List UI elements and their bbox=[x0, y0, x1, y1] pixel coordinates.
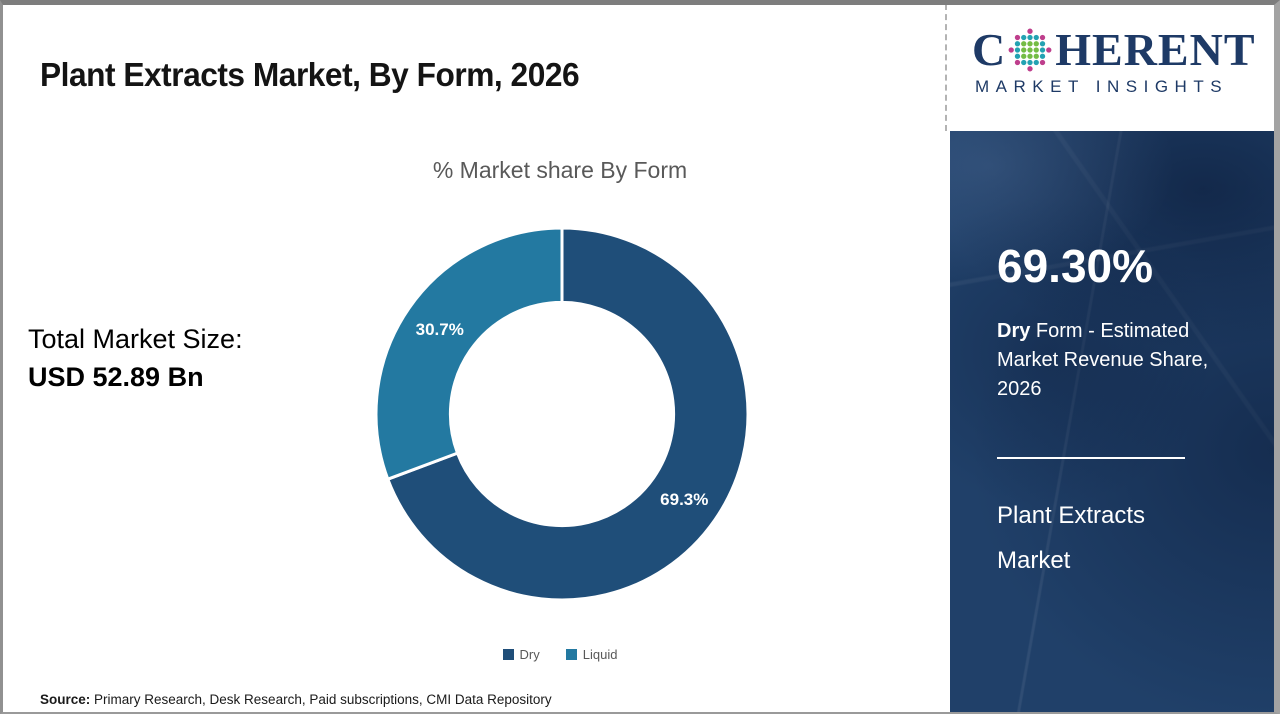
logo-wordmark: C HERENT bbox=[972, 26, 1256, 74]
logo-separator-dashed-line bbox=[945, 4, 947, 131]
donut-segment-dry bbox=[386, 226, 750, 602]
data-label-dry: 69.3% bbox=[660, 490, 708, 509]
legend-label: Dry bbox=[519, 647, 540, 662]
total-market-size-value: USD 52.89 Bn bbox=[28, 362, 204, 392]
legend-label: Liquid bbox=[582, 647, 618, 662]
highlight-description: Dry Form - Estimated Market Revenue Shar… bbox=[997, 317, 1235, 404]
total-market-size-block: Total Market Size: USD 52.89 Bn bbox=[28, 320, 243, 396]
total-market-size-label: Total Market Size: bbox=[28, 324, 243, 354]
highlight-panel: 69.30% Dry Form - Estimated Market Reven… bbox=[950, 131, 1274, 712]
legend-item-liquid: Liquid bbox=[565, 647, 618, 662]
panel-divider-line bbox=[997, 457, 1185, 459]
logo-letters-rest: HERENT bbox=[1055, 24, 1256, 75]
highlight-description-bold: Dry bbox=[997, 320, 1031, 342]
logo-subtitle: MARKET INSIGHTS bbox=[975, 77, 1229, 96]
data-label-liquid: 30.7% bbox=[416, 320, 464, 339]
coherent-logo: C HERENT MARKET INSIGHTS bbox=[972, 26, 1256, 97]
source-note: Source: Primary Research, Desk Research,… bbox=[40, 692, 552, 707]
legend-item-dry: Dry bbox=[502, 647, 540, 662]
panel-market-name: Plant Extracts Market bbox=[997, 502, 1146, 574]
legend-swatch-dry bbox=[502, 649, 514, 660]
chart-legend: Dry Liquid bbox=[330, 647, 790, 662]
source-label: Source: bbox=[40, 692, 91, 707]
legend-swatch-liquid bbox=[565, 649, 577, 660]
page-title: Plant Extracts Market, By Form, 2026 bbox=[40, 56, 580, 94]
highlight-description-rest: Form - Estimated Market Revenue Share, 2… bbox=[997, 320, 1209, 400]
chart-title: % Market share By Form bbox=[432, 157, 688, 183]
donut-segment-liquid bbox=[374, 226, 564, 481]
logo-globe-icon bbox=[1008, 28, 1052, 72]
donut-chart: 69.3% 30.7% bbox=[374, 226, 750, 602]
logo-letter-c: C bbox=[972, 24, 1006, 75]
source-text: Primary Research, Desk Research, Paid su… bbox=[90, 692, 552, 707]
highlight-percentage: 69.30% bbox=[997, 240, 1154, 292]
